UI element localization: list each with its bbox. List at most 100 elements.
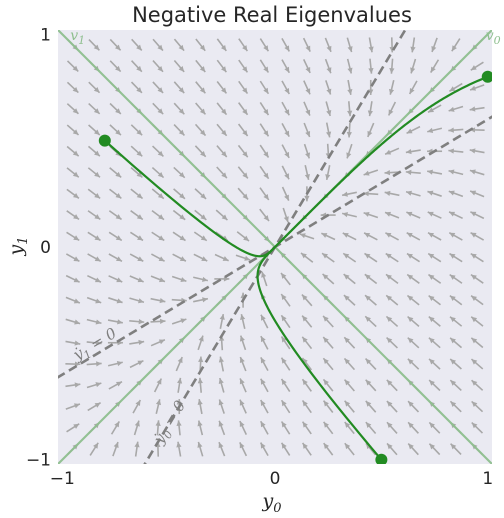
vector-arrow-head — [365, 422, 372, 428]
vector-arrow — [470, 337, 484, 349]
vector-arrow-head — [200, 193, 207, 199]
vector-arrow — [322, 315, 334, 328]
vector-arrow — [407, 400, 420, 413]
vector-arrow-head — [387, 443, 393, 450]
vector-arrow-head — [74, 382, 81, 388]
vector-arrow-head — [218, 399, 224, 406]
vector-arrow-head — [113, 442, 119, 449]
vector-arrow-head — [136, 171, 143, 178]
vector-arrow — [301, 315, 313, 328]
vector-arrow-head — [388, 88, 395, 95]
vector-arrow-head — [138, 298, 144, 304]
vector-arrow-head — [326, 131, 332, 138]
trajectories — [98, 70, 492, 464]
vector-arrow — [129, 253, 144, 262]
vector-arrow-head — [410, 67, 416, 74]
vector-arrow-head — [94, 193, 101, 199]
vector-arrow-head — [406, 190, 412, 196]
vector-arrow-head — [221, 66, 227, 73]
vector-arrow — [386, 379, 398, 392]
y-tick-label: 1 — [40, 25, 51, 45]
vector-arrow-head — [158, 277, 165, 283]
vector-arrow-head — [364, 232, 371, 238]
vector-arrow — [407, 443, 419, 456]
vector-arrow-head — [180, 277, 187, 283]
vector-arrow-head — [367, 110, 373, 117]
vector-arrow-head — [94, 150, 100, 157]
vector-arrow-head — [157, 108, 164, 115]
vector-arrow — [218, 356, 225, 372]
vector-arrow-head — [450, 337, 456, 344]
vector-arrow — [301, 336, 313, 350]
vector-arrow-head — [365, 316, 371, 322]
vector-arrow-head — [363, 170, 370, 176]
vector-arrow — [344, 442, 355, 456]
vector-arrow — [324, 58, 332, 74]
vector-arrow-head — [158, 256, 165, 262]
vector-arrow-head — [302, 315, 308, 322]
vector-arrow-head — [450, 380, 457, 386]
vector-arrow — [302, 59, 311, 74]
vector-arrow — [322, 400, 334, 413]
vector-arrow — [388, 79, 395, 95]
vector-arrow-head — [342, 212, 349, 218]
vector-arrow — [364, 273, 378, 285]
vector-arrow-head — [281, 294, 287, 300]
vector-arrow-head — [281, 421, 287, 428]
vector-arrow-head — [178, 108, 185, 115]
vector-arrow — [365, 400, 377, 413]
vector-arrow-head — [405, 169, 412, 175]
vector-arrow-head — [74, 319, 81, 325]
vector-arrow-head — [178, 87, 185, 94]
vector-arrow-head — [386, 401, 393, 407]
vector-arrow — [240, 313, 246, 329]
vector-arrow — [280, 442, 291, 456]
vector-arrow-head — [347, 67, 353, 74]
vector-arrow-head — [385, 253, 392, 259]
vector-arrow — [239, 399, 247, 414]
vector-arrow-head — [116, 381, 122, 387]
vector-arrow-head — [242, 108, 248, 115]
vector-arrow — [304, 165, 310, 181]
vector-arrow-head — [179, 235, 186, 241]
vector-arrow — [175, 356, 183, 372]
vector-arrow — [387, 101, 397, 116]
vector-arrow — [237, 123, 249, 137]
vector-arrow — [259, 144, 270, 158]
vector-arrow — [343, 273, 356, 285]
vector-arrow — [130, 145, 143, 157]
vector-arrow-head — [138, 339, 145, 345]
vector-arrow-head — [368, 67, 374, 74]
vector-arrow-head — [429, 380, 435, 386]
vector-arrow — [469, 84, 485, 91]
vector-arrow-head — [242, 193, 249, 200]
vector-arrow-head — [300, 253, 307, 259]
vector-arrow — [449, 316, 463, 327]
vector-arrow-head — [471, 359, 478, 365]
vector-arrow-head — [263, 66, 269, 73]
vector-arrow-head — [116, 298, 123, 304]
vector-arrow — [238, 59, 249, 73]
vector-arrow-head — [239, 399, 245, 406]
vector-arrow-head — [94, 171, 100, 178]
vector-arrow-head — [409, 88, 415, 94]
vector-arrow — [239, 335, 247, 351]
vector-arrow-head — [263, 151, 269, 158]
vector-arrow — [150, 318, 166, 324]
vector-arrow-head — [116, 256, 122, 262]
vector-arrow-head — [305, 45, 311, 52]
vector-arrow-head — [240, 314, 246, 321]
vector-arrow — [88, 124, 101, 136]
vector-arrow — [407, 421, 419, 434]
vector-arrow-head — [260, 378, 266, 385]
vector-arrow-head — [200, 214, 207, 220]
trajectory-line — [256, 246, 383, 461]
vector-arrow — [216, 166, 228, 179]
vector-arrow — [65, 274, 80, 283]
vector-arrow — [405, 149, 421, 155]
vector-arrow — [88, 103, 101, 115]
eigenvector-label-v1-base: v — [70, 28, 78, 44]
vector-arrow-head — [368, 46, 374, 53]
vector-arrow-head — [201, 276, 208, 282]
vector-arrow-head — [429, 422, 435, 429]
